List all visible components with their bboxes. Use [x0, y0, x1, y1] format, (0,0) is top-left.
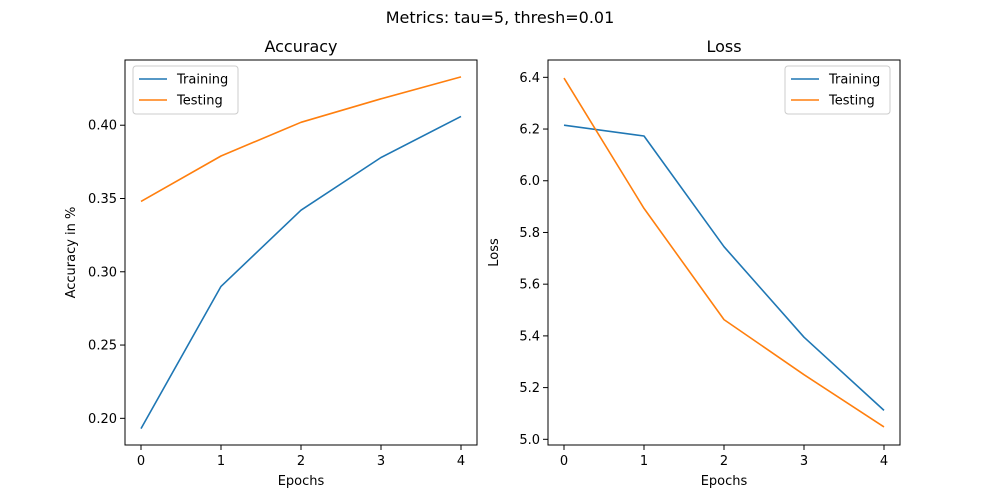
accuracy-x-tick-label: 1 [217, 454, 225, 469]
loss-legend: Training Testing [784, 65, 891, 115]
loss-x-tick-label: 2 [720, 454, 728, 469]
loss-x-tick-label: 0 [560, 454, 568, 469]
loss-x-tick-label: 3 [800, 454, 808, 469]
accuracy-y-tick-label: 0.35 [88, 192, 117, 207]
loss-y-tick-label: 5.6 [519, 278, 540, 293]
accuracy-legend-label-training: Training [176, 73, 228, 88]
loss-y-tick-label: 6.0 [519, 174, 540, 189]
accuracy-axes-frame [124, 59, 478, 446]
accuracy-x-axis-title: Epochs [278, 474, 325, 489]
loss-x-tick-label: 1 [640, 454, 648, 469]
loss-legend-box [784, 65, 891, 115]
accuracy-y-tick-label: 0.40 [88, 119, 117, 134]
loss-legend-label-testing: Testing [828, 94, 875, 109]
accuracy-series-testing-line [140, 76, 462, 203]
loss-panel: Loss 0 1 2 3 4 5.0 5.2 5.4 5.6 5.8 6.0 6.2 6.4 Epochs L… [487, 37, 901, 489]
accuracy-y-axis-title: Accuracy in % [64, 207, 79, 299]
loss-series-testing-line [563, 77, 885, 428]
loss-y-tick-label: 5.0 [519, 433, 540, 448]
loss-y-tick-label: 5.2 [519, 381, 540, 396]
loss-x-axis-title: Epochs [701, 474, 748, 489]
loss-y-axis-title: Loss [487, 238, 502, 267]
accuracy-x-tick-label: 3 [377, 454, 385, 469]
loss-y-tick-label: 6.2 [519, 123, 540, 138]
loss-legend-label-training: Training [828, 73, 880, 88]
figure-suptitle: Metrics: tau=5, thresh=0.01 [386, 8, 615, 27]
loss-x-tick-label: 4 [880, 454, 888, 469]
accuracy-legend-box [132, 65, 239, 115]
loss-y-tick-label: 5.8 [519, 226, 540, 241]
accuracy-series-training-line [140, 115, 462, 429]
accuracy-x-tick-label: 4 [457, 454, 465, 469]
loss-y-tick-label: 5.4 [519, 329, 540, 344]
loss-y-tick-label: 6.4 [519, 71, 540, 86]
accuracy-y-tick-label: 0.25 [88, 339, 117, 354]
loss-series-training-line [563, 124, 885, 411]
accuracy-title: Accuracy [264, 37, 337, 56]
accuracy-legend-label-testing: Testing [176, 94, 223, 109]
accuracy-legend: Training Testing [132, 65, 239, 115]
loss-axes-frame [547, 59, 901, 446]
accuracy-x-tick-label: 0 [137, 454, 145, 469]
loss-title: Loss [706, 37, 741, 56]
accuracy-y-tick-label: 0.30 [88, 265, 117, 280]
accuracy-panel: Accuracy 0 1 2 3 4 0.20 0.25 0.30 0.35 0.40 Epochs A… [64, 37, 478, 489]
accuracy-y-tick-label: 0.20 [88, 412, 117, 427]
accuracy-x-tick-label: 2 [297, 454, 305, 469]
